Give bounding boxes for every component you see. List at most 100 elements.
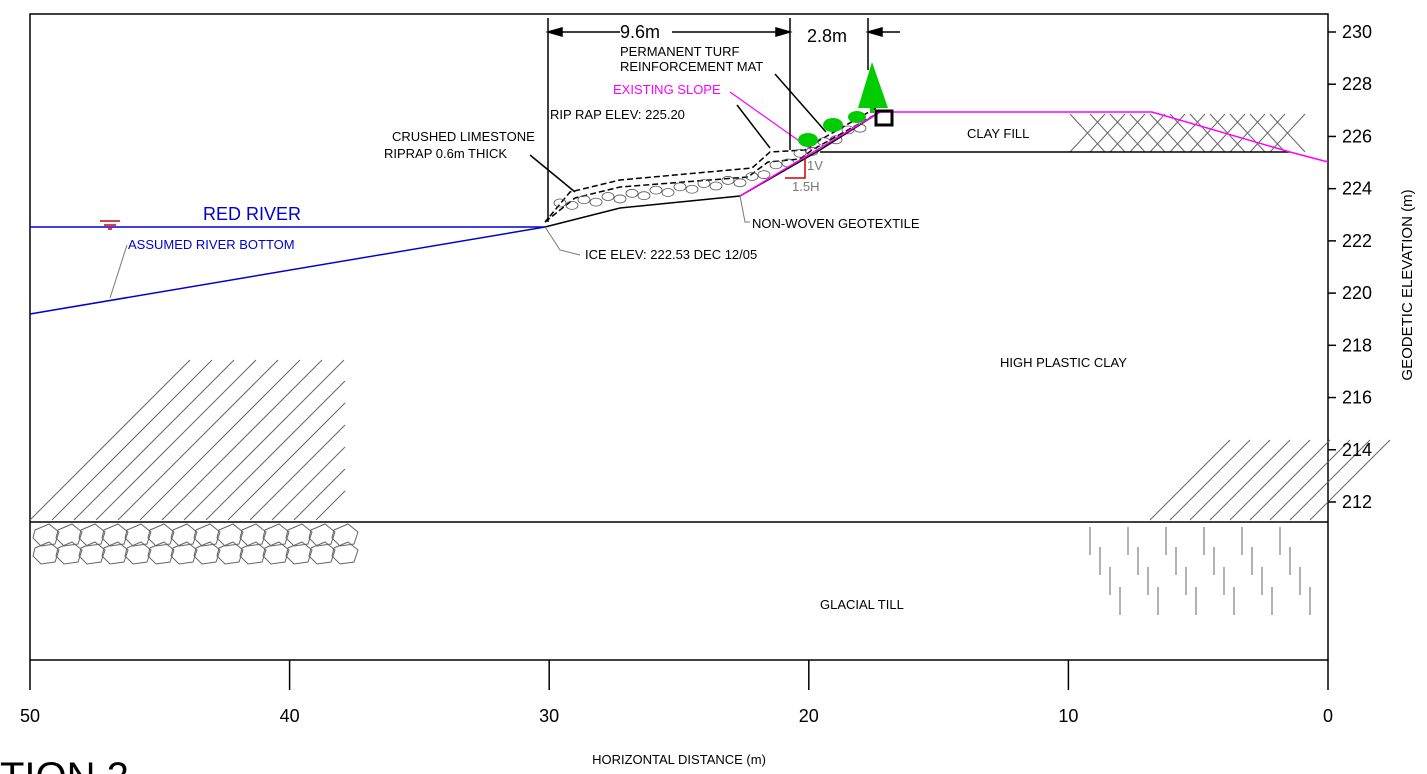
hatch-line xyxy=(183,359,345,521)
stone xyxy=(709,181,723,191)
trees xyxy=(798,62,888,147)
hatch-line xyxy=(73,359,235,521)
dim-text: 9.6m xyxy=(620,22,660,42)
y-tick-label: 222 xyxy=(1342,231,1372,251)
till-stone xyxy=(285,523,313,547)
till-stone xyxy=(78,523,106,547)
till-stone xyxy=(262,541,290,565)
stone xyxy=(553,198,567,208)
hatch-line xyxy=(271,446,346,521)
stone xyxy=(697,179,711,189)
label: PERMANENT TURF xyxy=(620,44,739,59)
y-tick-label: 226 xyxy=(1342,126,1372,146)
stone xyxy=(841,125,855,135)
cross-hatch xyxy=(1169,113,1206,153)
till-stone xyxy=(193,523,221,547)
hatch-line xyxy=(1249,439,1331,521)
x-tick-label: 10 xyxy=(1058,706,1078,726)
stone xyxy=(829,135,843,145)
till-stone xyxy=(239,523,267,547)
cross-hatch xyxy=(1189,113,1226,153)
stone xyxy=(637,191,651,201)
cross-hatch xyxy=(1089,113,1126,153)
till-stone xyxy=(124,523,152,547)
dim-text: 2.8m xyxy=(807,26,847,46)
hatch-line xyxy=(139,359,301,521)
hatch-line xyxy=(1149,439,1231,521)
y-tick-label: 230 xyxy=(1342,22,1372,42)
label: CLAY FILL xyxy=(967,126,1029,141)
stone xyxy=(625,188,639,198)
till-stone xyxy=(331,541,359,565)
cross-hatch xyxy=(1209,113,1246,153)
label: RIPRAP 0.6m THICK xyxy=(384,146,507,161)
stone xyxy=(673,182,687,192)
till-stone xyxy=(216,541,244,565)
stone xyxy=(577,195,591,205)
label: RED RIVER xyxy=(203,204,301,224)
till-stone xyxy=(170,523,198,547)
hatch-line xyxy=(95,359,257,521)
x-tick-label: 40 xyxy=(280,706,300,726)
hatch-line xyxy=(1309,439,1391,521)
stone xyxy=(601,192,615,201)
till-stone xyxy=(308,541,336,565)
x-tick-label: 30 xyxy=(539,706,559,726)
hatch-line xyxy=(51,359,213,521)
cross-hatch xyxy=(1229,113,1266,153)
hatch-line xyxy=(1189,439,1271,521)
label: NON-WOVEN GEOTEXTILE xyxy=(752,216,920,231)
label: ICE ELEV: 222.53 DEC 12/05 xyxy=(585,247,757,262)
hatch-line xyxy=(205,380,346,521)
till-stone xyxy=(55,541,83,565)
leaders xyxy=(109,195,750,299)
till-stone xyxy=(147,541,175,565)
cross-hatch xyxy=(1109,113,1146,153)
hatch-line xyxy=(249,424,346,521)
stone xyxy=(613,194,627,204)
stone xyxy=(649,185,663,195)
dimensions xyxy=(529,18,900,222)
hatch-line xyxy=(1229,439,1311,521)
y-tick-label: 224 xyxy=(1342,179,1372,199)
label: 1V xyxy=(807,158,823,173)
stone xyxy=(793,148,807,158)
hatch-line xyxy=(29,359,191,521)
hatch-line xyxy=(1209,439,1291,521)
y-axis-label: GEODETIC ELEVATION (m) xyxy=(1399,189,1416,380)
existing-slope-line xyxy=(739,111,1329,197)
till-stone xyxy=(170,541,198,565)
label: HIGH PLASTIC CLAY xyxy=(1000,355,1127,370)
till-stone xyxy=(101,541,129,565)
hatch-line xyxy=(315,490,346,521)
till-stone xyxy=(147,523,175,547)
x-axis-label: HORIZONTAL DISTANCE (m) xyxy=(592,752,766,767)
stone xyxy=(745,172,759,181)
y-tick-label: 216 xyxy=(1342,388,1372,408)
label: GLACIAL TILL xyxy=(820,597,904,612)
till-stone xyxy=(32,523,60,547)
till-stone xyxy=(239,541,267,565)
till-stone xyxy=(331,523,359,547)
hatch-line xyxy=(1269,439,1351,521)
label: ASSUMED RIVER BOTTOM xyxy=(128,237,295,252)
culvert xyxy=(874,109,894,127)
stone xyxy=(661,188,675,197)
x-tick-label: 50 xyxy=(20,706,40,726)
x-tick-label: 0 xyxy=(1323,706,1333,726)
riprap-stones xyxy=(553,123,867,210)
y-tick-label: 220 xyxy=(1342,283,1372,303)
y-tick-label: 214 xyxy=(1342,440,1372,460)
till-stone xyxy=(285,541,313,565)
stone xyxy=(757,170,771,180)
till-stone xyxy=(193,541,221,565)
river-bottom xyxy=(29,226,546,315)
label: RIP RAP ELEV: 225.20 xyxy=(550,107,685,122)
stone xyxy=(685,184,699,194)
slope-triangle xyxy=(785,158,806,179)
stone xyxy=(733,178,747,188)
section-title: TION 2 xyxy=(0,755,129,774)
hatch-line xyxy=(1289,439,1371,521)
till-stone xyxy=(55,523,83,547)
